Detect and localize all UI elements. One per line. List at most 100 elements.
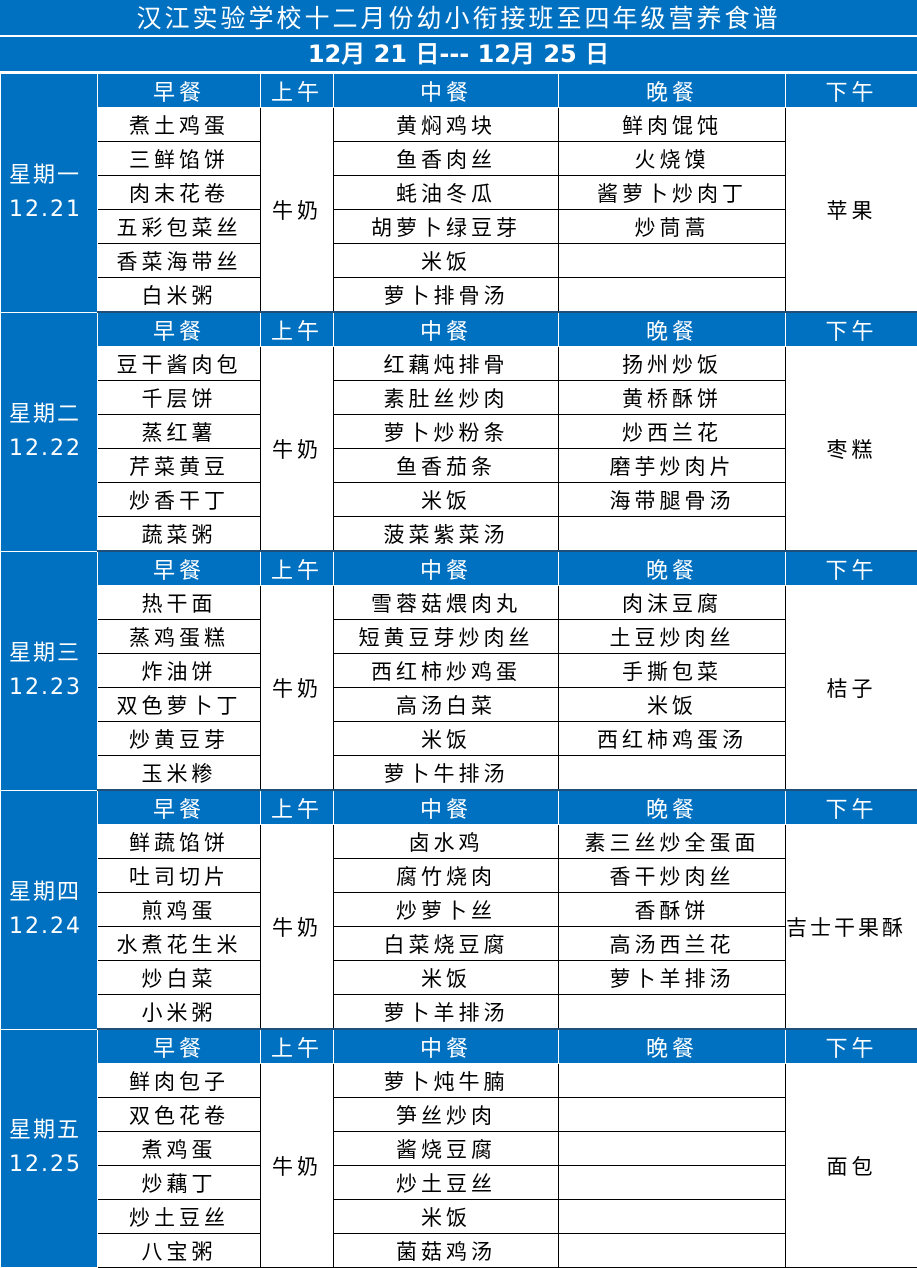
dinner-item: 磨芋炒肉片 — [559, 449, 786, 483]
table-row: 鲜肉包子牛奶萝卜炖牛腩面包 — [1, 1064, 917, 1098]
header-dinner: 晚餐 — [559, 1029, 786, 1064]
dinner-item: 炒西兰花 — [559, 415, 786, 449]
table-row: 炒土豆丝米饭 — [1, 1200, 917, 1234]
dinner-item — [559, 278, 786, 313]
dinner-item: 酱萝卜炒肉丁 — [559, 176, 786, 210]
table-row: 小米粥萝卜羊排汤 — [1, 995, 917, 1030]
breakfast-item: 蒸鸡蛋糕 — [98, 620, 261, 654]
dinner-item — [559, 1064, 786, 1098]
breakfast-item: 吐司切片 — [98, 859, 261, 893]
lunch-item: 黄焖鸡块 — [334, 108, 559, 142]
day-date: 12.25 — [9, 1148, 97, 1182]
table-row: 炸油饼西红柿炒鸡蛋手撕包菜 — [1, 654, 917, 688]
breakfast-item: 炒香干丁 — [98, 483, 261, 517]
dinner-item — [559, 995, 786, 1030]
pm-snack: 吉士干果酥 — [786, 825, 917, 1030]
breakfast-item: 香菜海带丝 — [98, 244, 261, 278]
table-row: 香菜海带丝米饭 — [1, 244, 917, 278]
header-lunch: 中餐 — [334, 312, 559, 347]
breakfast-item: 豆干酱肉包 — [98, 347, 261, 381]
lunch-item: 萝卜牛排汤 — [334, 756, 559, 791]
header-pm: 下午 — [786, 1029, 917, 1064]
table-row: 双色花卷 笋丝炒肉 — [1, 1098, 917, 1132]
header-breakfast: 早餐 — [98, 74, 261, 108]
dinner-item — [559, 1200, 786, 1234]
breakfast-item: 炒黄豆芽 — [98, 722, 261, 756]
lunch-item: 蚝油冬瓜 — [334, 176, 559, 210]
breakfast-item: 千层饼 — [98, 381, 261, 415]
dinner-item: 米饭 — [559, 688, 786, 722]
table-row: 煎鸡蛋 炒萝卜丝香酥饼 — [1, 893, 917, 927]
lunch-item: 萝卜排骨汤 — [334, 278, 559, 313]
breakfast-item: 五彩包菜丝 — [98, 210, 261, 244]
breakfast-item: 蒸红薯 — [98, 415, 261, 449]
am-snack: 牛奶 — [261, 825, 334, 1030]
breakfast-item: 白米粥 — [98, 278, 261, 313]
lunch-item: 卤水鸡 — [334, 825, 559, 859]
lunch-item: 萝卜炖牛腩 — [334, 1064, 559, 1098]
breakfast-item: 双色花卷 — [98, 1098, 261, 1132]
dinner-item: 香干炒肉丝 — [559, 859, 786, 893]
lunch-item: 菠菜紫菜汤 — [334, 517, 559, 552]
header-am: 上午 — [261, 790, 334, 825]
header-dinner: 晚餐 — [559, 790, 786, 825]
table-row: 五彩包菜丝胡萝卜绿豆芽炒茼蒿 — [1, 210, 917, 244]
dinner-item — [559, 1234, 786, 1268]
breakfast-item: 肉末花卷 — [98, 176, 261, 210]
lunch-item: 炒土豆丝 — [334, 1166, 559, 1200]
dinner-item: 香酥饼 — [559, 893, 786, 927]
table-row: 炒白菜米饭萝卜羊排汤 — [1, 961, 917, 995]
dinner-item: 土豆炒肉丝 — [559, 620, 786, 654]
table-row: 水煮花生米白菜烧豆腐高汤西兰花 — [1, 927, 917, 961]
dinner-item: 炒茼蒿 — [559, 210, 786, 244]
header-pm: 下午 — [786, 790, 917, 825]
dinner-item: 扬州炒饭 — [559, 347, 786, 381]
dinner-item: 黄桥酥饼 — [559, 381, 786, 415]
breakfast-item: 鲜蔬馅饼 — [98, 825, 261, 859]
am-snack: 牛奶 — [261, 108, 334, 313]
header-breakfast: 早餐 — [98, 312, 261, 347]
lunch-item: 短黄豆芽炒肉丝 — [334, 620, 559, 654]
breakfast-item: 三鲜馅饼 — [98, 142, 261, 176]
lunch-item: 西红柿炒鸡蛋 — [334, 654, 559, 688]
table-row: 煮鸡蛋酱烧豆腐 — [1, 1132, 917, 1166]
table-row: 炒香干丁米饭海带腿骨汤 — [1, 483, 917, 517]
breakfast-item: 煮土鸡蛋 — [98, 108, 261, 142]
header-lunch: 中餐 — [334, 790, 559, 825]
header-pm: 下午 — [786, 312, 917, 347]
lunch-item: 笋丝炒肉 — [334, 1098, 559, 1132]
dinner-item — [559, 1132, 786, 1166]
header-lunch: 中餐 — [334, 551, 559, 586]
dinner-item — [559, 517, 786, 552]
breakfast-item: 煎鸡蛋 — [98, 893, 261, 927]
lunch-item: 鱼香茄条 — [334, 449, 559, 483]
header-pm: 下午 — [786, 74, 917, 108]
table-row: 蒸鸡蛋糕 短黄豆芽炒肉丝土豆炒肉丝 — [1, 620, 917, 654]
weekday: 星期二 — [9, 398, 97, 432]
breakfast-item: 炸油饼 — [98, 654, 261, 688]
lunch-item: 菌菇鸡汤 — [334, 1234, 559, 1268]
table-row: 八宝粥菌菇鸡汤 — [1, 1234, 917, 1268]
breakfast-item: 鲜肉包子 — [98, 1064, 261, 1098]
lunch-item: 炒萝卜丝 — [334, 893, 559, 927]
lunch-item: 酱烧豆腐 — [334, 1132, 559, 1166]
pm-snack: 苹果 — [786, 108, 917, 313]
table-row: 白米粥 萝卜排骨汤 — [1, 278, 917, 313]
table-row: 肉末花卷 蚝油冬瓜酱萝卜炒肉丁 — [1, 176, 917, 210]
lunch-item: 米饭 — [334, 483, 559, 517]
lunch-item: 米饭 — [334, 1200, 559, 1234]
day-date: 12.21 — [9, 193, 97, 227]
date-range: 12月 21 日--- 12月 25 日 — [0, 37, 917, 73]
dinner-item: 素三丝炒全蛋面 — [559, 825, 786, 859]
day-date: 12.23 — [9, 671, 97, 705]
table-row: 双色萝卜丁高汤白菜米饭 — [1, 688, 917, 722]
header-lunch: 中餐 — [334, 1029, 559, 1064]
table-row: 炒黄豆芽米饭西红柿鸡蛋汤 — [1, 722, 917, 756]
